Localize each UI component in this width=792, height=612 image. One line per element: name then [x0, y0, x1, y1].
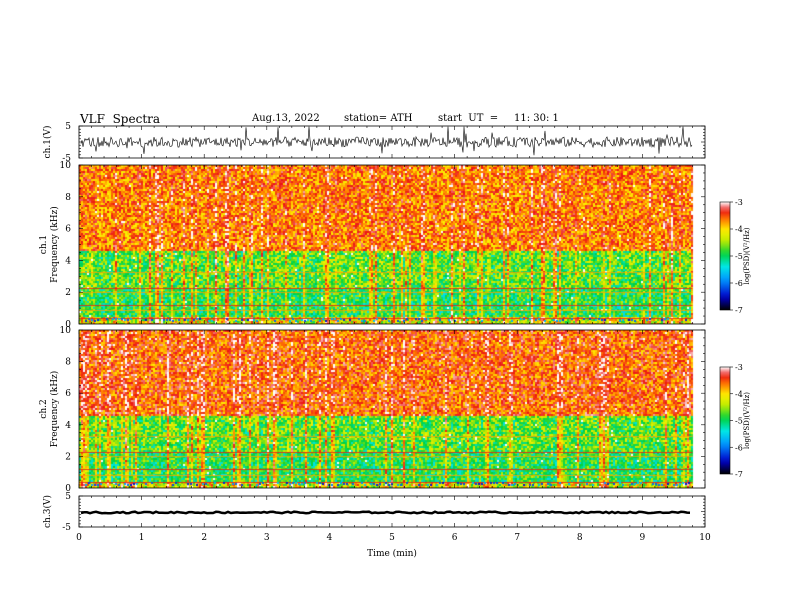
x-tick-label: 4 [327, 533, 333, 543]
ch1-spectrogram-colorbar-tick: -3 [735, 198, 743, 207]
ch3-waveform-ytick-top: 5 [65, 492, 71, 502]
ch1-spectrogram-ytick: 6 [65, 225, 71, 235]
x-axis-label: Time (min) [367, 548, 417, 559]
ch1-waveform-ylabel: ch.1(V) [42, 126, 53, 159]
ch2-spectrogram-colorbar-tick: -4 [735, 390, 743, 399]
x-tick-label: 2 [201, 533, 207, 543]
ch2-spectrogram-ytick: 6 [65, 389, 71, 399]
ch2-spectrogram-colorbar-tick: -5 [735, 417, 743, 426]
x-tick-label: 9 [640, 533, 646, 543]
x-tick-label: 7 [514, 533, 520, 543]
ch2-spectrogram-ytick: 8 [65, 358, 71, 368]
ch2-spectrogram-ylabel-channel: ch.2 [39, 399, 49, 418]
ch2-spectrogram-ytick: 0 [65, 484, 71, 494]
ch2-spectrogram-colorbar-tick: -6 [735, 443, 743, 452]
ch3-waveform-ylabel: ch.3(V) [42, 495, 53, 528]
ch1-spectrogram-ytick: 2 [65, 288, 71, 298]
ch2-spectrogram-colorbar-tick: -7 [735, 470, 743, 479]
ch2-spectrogram-image [79, 330, 705, 488]
ch3-waveform-trace [80, 510, 691, 515]
ch2-spectrogram-colorbar-label: log(PSD)(V²/Hz) [743, 392, 751, 449]
ch1-spectrogram-colorbar-tick: -5 [735, 252, 743, 261]
station-label: station= ATH [344, 113, 413, 124]
ch1-spectrogram-colorbar-tick: -7 [735, 306, 743, 315]
ch1-spectrogram-ylabel-channel: ch.1 [39, 235, 49, 254]
ch1-spectrogram-ylabel-frequency: Frequency (kHz) [49, 206, 60, 283]
x-tick-label: 0 [76, 533, 82, 543]
ch1-spectrogram-colorbar-tick: -6 [735, 279, 743, 288]
ch2-spectrogram-ytick: 2 [65, 452, 71, 462]
ch3-waveform-ytick-bottom: -5 [62, 523, 71, 533]
ch1-waveform-ytick-top: 5 [65, 122, 71, 132]
x-tick-label: 5 [389, 533, 395, 543]
ch1-spectrogram-ytick: 10 [60, 161, 72, 171]
x-tick-label: 6 [452, 533, 458, 543]
ch2-spectrogram-ytick: 4 [65, 421, 71, 431]
chart-title: VLF Spectra [80, 112, 161, 126]
ch1-spectrogram-ytick: 0 [65, 320, 71, 330]
ch1-spectrogram-ytick: 8 [65, 193, 71, 203]
ch1-spectrogram-colorbar-tick: -4 [735, 225, 743, 234]
ch1-spectrogram-image [79, 165, 705, 324]
date-label: Aug.13, 2022 [252, 113, 320, 124]
ch2-spectrogram-ytick: 10 [60, 326, 72, 336]
ch2-spectrogram-ylabel-frequency: Frequency (kHz) [49, 371, 60, 448]
x-tick-label: 1 [139, 533, 145, 543]
ch1-spectrogram-colorbar-label: log(PSD)(V²/Hz) [743, 227, 751, 284]
x-tick-label: 3 [264, 533, 270, 543]
ch2-spectrogram-colorbar [719, 366, 731, 475]
ch1-spectrogram-colorbar [719, 201, 731, 311]
x-tick-label: 10 [699, 533, 711, 543]
start-time-label: start UT = 11: 30: 1 [438, 113, 559, 124]
ch1-waveform-ytick-bottom: -5 [62, 154, 71, 164]
ch1-spectrogram-ytick: 4 [65, 256, 71, 266]
ch1-waveform-trace [80, 126, 693, 156]
x-tick-label: 8 [577, 533, 583, 543]
ch2-spectrogram-colorbar-tick: -3 [735, 363, 743, 372]
